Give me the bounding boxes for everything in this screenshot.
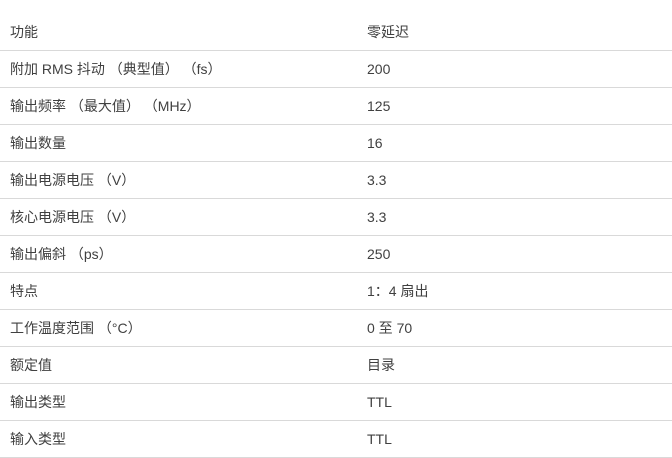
spec-label: 输出数量 — [10, 135, 66, 151]
spec-value: 16 — [367, 135, 383, 151]
spec-label: 核心电源电压 （V） — [10, 209, 136, 225]
spec-label: 附加 RMS 抖动 （典型值） （fs） — [10, 61, 222, 77]
spec-value: 125 — [367, 98, 391, 114]
spec-label: 输出类型 — [10, 394, 66, 410]
spec-row: 特点 1：4 扇出 — [0, 273, 672, 310]
spec-value: 零延迟 — [367, 24, 409, 40]
spec-label: 输出偏斜 （ps） — [10, 246, 113, 262]
spec-value: 0 至 70 — [367, 320, 413, 336]
spec-row: 工作温度范围 （°C） 0 至 70 — [0, 310, 672, 347]
spec-value: 250 — [367, 246, 391, 262]
spec-row: 附加 RMS 抖动 （典型值） （fs） 200 — [0, 51, 672, 88]
spec-row: 输出频率 （最大值） （MHz） 125 — [0, 88, 672, 125]
spec-row: 输出类型 TTL — [0, 384, 672, 421]
spec-value: 3.3 — [367, 209, 387, 225]
spec-label: 输出电源电压 （V） — [10, 172, 136, 188]
spec-label: 额定值 — [10, 357, 52, 373]
spec-label: 功能 — [10, 24, 38, 40]
spec-row: 功能 零延迟 — [0, 14, 672, 51]
spec-row: 核心电源电压 （V） 3.3 — [0, 199, 672, 236]
spec-value: TTL — [367, 394, 392, 410]
spec-label: 工作温度范围 （°C） — [10, 320, 142, 336]
spec-label: 输出频率 （最大值） （MHz） — [10, 98, 201, 114]
spec-value: TTL — [367, 431, 392, 447]
spec-value: 目录 — [367, 357, 395, 373]
spec-label: 特点 — [10, 283, 38, 299]
spec-value: 3.3 — [367, 172, 387, 188]
spec-row: 输出偏斜 （ps） 250 — [0, 236, 672, 273]
spec-row: 额定值 目录 — [0, 347, 672, 384]
spec-row: 输入类型 TTL — [0, 421, 672, 458]
spec-row: 输出电源电压 （V） 3.3 — [0, 162, 672, 199]
spec-value: 1：4 扇出 — [367, 283, 429, 299]
spec-row: 输出数量 16 — [0, 125, 672, 162]
spec-value: 200 — [367, 61, 391, 77]
spec-label: 输入类型 — [10, 431, 66, 447]
